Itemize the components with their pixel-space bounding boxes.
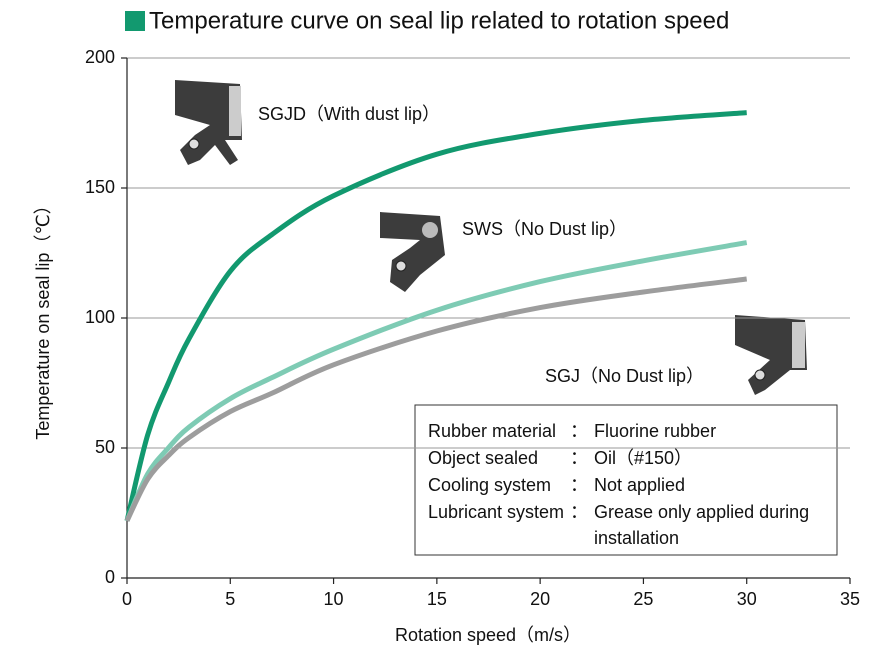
x-tick-label: 35 xyxy=(840,589,860,609)
condition-key: Rubber material xyxy=(428,421,556,441)
series-label: SGJD（With dust lip） xyxy=(258,104,440,124)
y-tick-label: 150 xyxy=(85,177,115,197)
condition-separator: ： xyxy=(570,475,588,495)
condition-key: Object sealed xyxy=(428,448,538,468)
x-tick-label: 30 xyxy=(737,589,757,609)
condition-value: Not applied xyxy=(594,475,685,495)
x-tick-label: 25 xyxy=(633,589,653,609)
condition-separator: ： xyxy=(570,502,588,522)
x-tick-label: 10 xyxy=(324,589,344,609)
condition-value: installation xyxy=(594,528,679,548)
condition-key: Lubricant system xyxy=(428,502,564,522)
y-tick-label: 200 xyxy=(85,47,115,67)
seal-icon xyxy=(380,212,445,292)
seal-icon xyxy=(735,315,807,395)
chart-title: Temperature curve on seal lip related to… xyxy=(149,7,729,34)
series-label: SWS（No Dust lip） xyxy=(462,219,627,239)
y-tick-label: 100 xyxy=(85,307,115,327)
x-tick-label: 15 xyxy=(427,589,447,609)
title-marker xyxy=(125,11,145,31)
condition-value: Fluorine rubber xyxy=(594,421,716,441)
condition-separator: ： xyxy=(570,448,588,468)
condition-value: Oil（#150） xyxy=(594,448,692,468)
condition-separator: ： xyxy=(570,421,588,441)
y-tick-label: 50 xyxy=(95,437,115,457)
x-tick-label: 0 xyxy=(122,589,132,609)
x-axis-label: Rotation speed（m/s） xyxy=(395,625,581,645)
x-tick-label: 5 xyxy=(225,589,235,609)
seal-icon xyxy=(175,80,242,165)
y-axis-label: Temperature on seal lip（℃） xyxy=(33,196,53,439)
condition-value: Grease only applied during xyxy=(594,502,809,522)
x-tick-label: 20 xyxy=(530,589,550,609)
chart: Temperature curve on seal lip related to… xyxy=(0,0,871,650)
series-label: SGJ（No Dust lip） xyxy=(545,366,704,386)
y-tick-label: 0 xyxy=(105,567,115,587)
condition-key: Cooling system xyxy=(428,475,551,495)
page: {"chart_data": {"type": "line", "title":… xyxy=(0,0,871,650)
